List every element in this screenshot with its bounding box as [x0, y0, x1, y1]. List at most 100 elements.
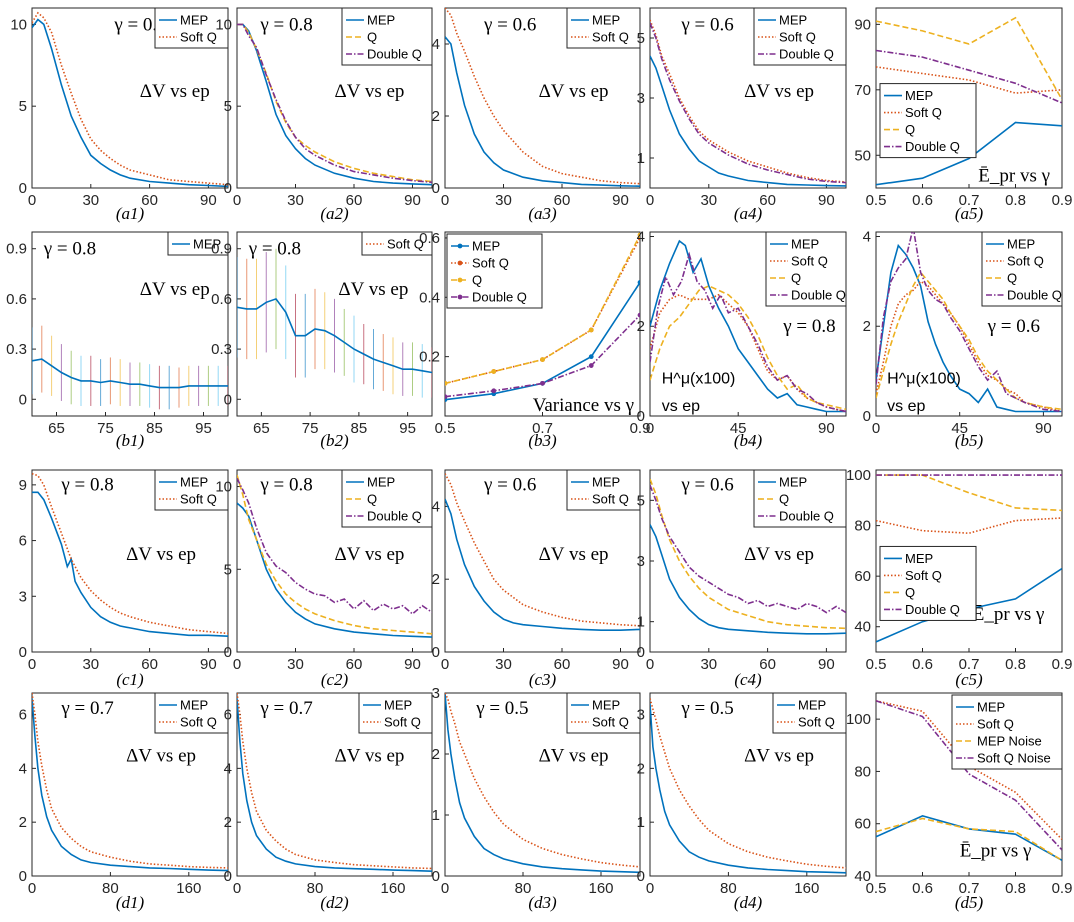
x-tick-label: 30: [700, 656, 717, 673]
legend-entry: Soft Q: [977, 717, 1014, 732]
axes-box: [444, 7, 641, 189]
legend-entry: Soft Q: [384, 715, 421, 730]
legend: MEP Soft Q: [154, 469, 229, 511]
y-tick-label: 2: [432, 571, 440, 588]
legend-box: [566, 692, 641, 734]
legend-entry: Soft Q: [180, 715, 217, 730]
series-soft-q: [445, 8, 640, 185]
x-tick-label: 0: [28, 880, 36, 897]
x-tick-label: 0.8: [1005, 656, 1026, 673]
y-tick-label: 6: [224, 707, 232, 724]
annotation: H^μ(x100): [662, 371, 736, 388]
legend-box: [566, 469, 641, 511]
y-tick-label: 0: [224, 868, 232, 885]
panel-caption: (d3): [528, 893, 557, 912]
y-tick-label: 0: [637, 408, 645, 425]
annotation: ΔV vs ep: [126, 544, 196, 565]
legend-entry: MEP: [384, 698, 412, 713]
x-tick-label: 0.8: [1005, 192, 1026, 209]
plot-area: [445, 473, 640, 632]
series-soft-q: [650, 293, 846, 413]
x-tick-label: 60: [346, 656, 363, 673]
legend: MEP Q Double Q: [341, 469, 433, 528]
y-tick-label: 60: [854, 568, 871, 585]
panel-caption: (d2): [320, 893, 349, 912]
annotation: ΔV vs ep: [338, 279, 408, 300]
series-soft-q: [445, 693, 640, 868]
annotation: Variance vs γ: [533, 395, 634, 416]
legend: MEP Soft Q MEP Noise Soft Q Noise: [951, 694, 1063, 770]
panel-a4: 0 30 60 90 1 3 5 γ = 0.6 ΔV vs ep MEP Soft Q Double…: [637, 7, 847, 223]
panel-d3: 0 80 160 0 1 2 3 γ = 0.5 ΔV vs ep MEP Soft Q (d3): [432, 685, 641, 912]
series-soft-q: [237, 693, 432, 870]
series-mep: [650, 55, 846, 187]
y-tick-label: 1: [637, 614, 645, 631]
y-tick-label: 0.2: [419, 349, 440, 366]
legend-entry: Double Q: [367, 47, 422, 62]
series-double-q: [876, 232, 1062, 413]
annotation: ΔV vs ep: [126, 745, 196, 766]
annotation: ΔV vs ep: [539, 81, 609, 102]
series-double-q: [445, 314, 640, 398]
series-mep: [32, 18, 228, 188]
legend-entry: MEP: [791, 237, 819, 252]
y-tick-label: 90: [854, 16, 871, 33]
y-tick-label: 10: [215, 16, 232, 33]
annotation: ΔV vs ep: [744, 544, 814, 565]
panel-c3: 0 30 60 90 0 2 4 γ = 0.6 ΔV vs ep MEP Soft Q (c3): [432, 469, 641, 689]
x-tick-label: 0.7: [959, 656, 980, 673]
legend-entry: MEP: [367, 475, 395, 490]
legend-box: [566, 7, 641, 49]
legend-marker: [457, 243, 463, 249]
x-tick-label: 30: [700, 192, 717, 209]
annotation: γ = 0.5: [680, 698, 733, 719]
y-tick-label: 0.6: [419, 230, 440, 247]
axes-box: [875, 231, 1063, 417]
x-tick-label: 90: [612, 656, 629, 673]
panel-c2: 0 30 60 90 0 5 10 γ = 0.8 ΔV vs ep MEP Q Double Q (c…: [215, 469, 433, 689]
x-tick-label: 80: [720, 880, 737, 897]
x-tick-label: 60: [554, 656, 571, 673]
x-tick-label: 90: [818, 192, 835, 209]
legend-box: [772, 692, 847, 734]
legend-box: [167, 231, 229, 256]
legend-entry: Double Q: [779, 47, 834, 62]
x-tick-label: 90: [404, 656, 421, 673]
series-double-q: [237, 477, 432, 615]
plot-area: [32, 325, 228, 410]
series-q: [650, 285, 846, 411]
legend-entry: Soft Q: [180, 30, 217, 45]
x-tick-label: 90: [200, 656, 217, 673]
x-tick-label: 80: [102, 880, 119, 897]
x-tick-label: 65: [48, 420, 65, 437]
legend-entry: Double Q: [905, 602, 960, 617]
annotation: γ = 0.6: [987, 316, 1040, 337]
x-tick-label: 0: [441, 192, 449, 209]
y-tick-label: 0: [19, 868, 27, 885]
x-tick-label: 75: [97, 420, 114, 437]
series-q: [650, 478, 846, 630]
y-tick-label: 40: [854, 619, 871, 636]
x-tick-label: 160: [176, 880, 201, 897]
panel-caption: (b1): [116, 431, 145, 450]
axes-box: [649, 692, 847, 877]
y-tick-label: 2: [432, 746, 440, 763]
panel-caption: (c2): [321, 670, 349, 689]
legend: MEP Q Double Q: [341, 7, 433, 66]
y-tick-label: 40: [854, 868, 871, 885]
annotation: ΔV vs ep: [539, 745, 609, 766]
data-point: [540, 380, 545, 386]
panel-caption: (a4): [734, 204, 763, 223]
series-double-q: [650, 22, 846, 184]
legend-entry: Q: [367, 492, 377, 507]
legend: MEP Soft Q: [566, 692, 641, 734]
x-tick-label: 0.8: [1005, 880, 1026, 897]
legend-entry: Soft Q: [905, 105, 942, 120]
y-tick-label: 0.9: [211, 241, 232, 258]
series-mep: [876, 121, 1062, 186]
legend-entry: Double Q: [367, 509, 422, 524]
y-tick-label: 3: [637, 90, 645, 107]
legend-box: [358, 692, 433, 734]
x-tick-label: 95: [195, 420, 212, 437]
axes-box: [444, 469, 641, 653]
